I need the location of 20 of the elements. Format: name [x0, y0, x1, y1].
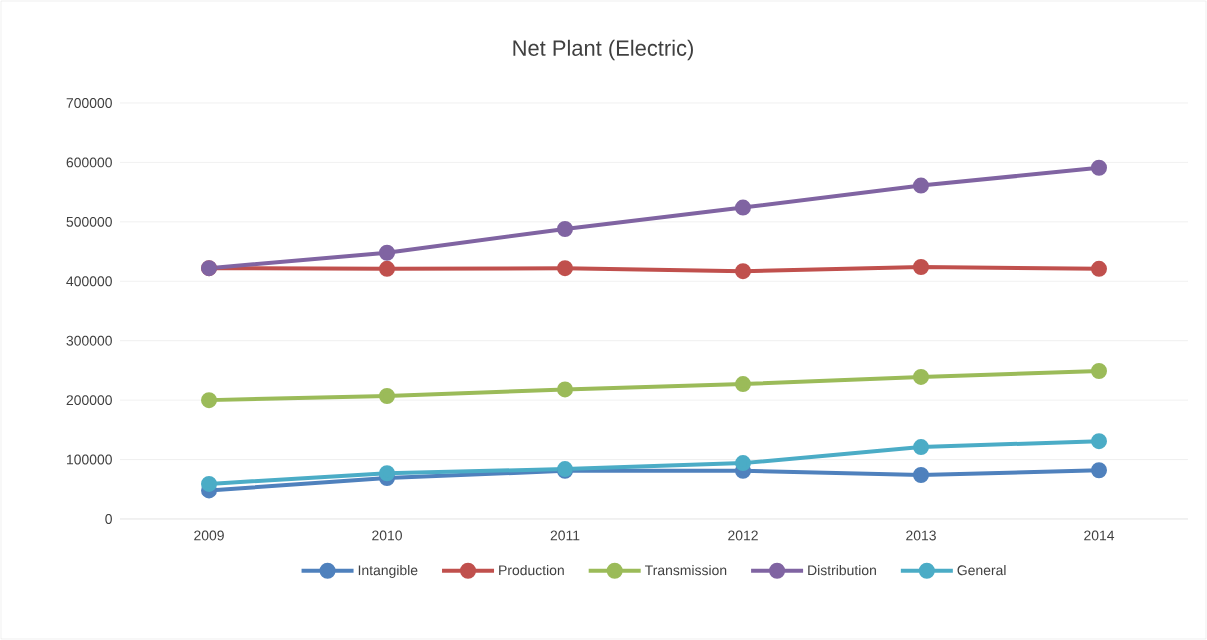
y-tick-label: 300000	[66, 335, 112, 346]
legend-label: Distribution	[808, 564, 876, 576]
y-tick-label: 100000	[67, 454, 112, 465]
y-tick-label: 400000	[66, 276, 112, 287]
legend-label: Transmission	[645, 564, 727, 576]
x-tick-label: 2011	[550, 530, 580, 541]
x-tick-label: 2013	[906, 530, 936, 541]
legend-label: Production	[499, 564, 564, 576]
x-tick-label: 2009	[194, 530, 224, 541]
y-tick-label: 700000	[66, 98, 112, 108]
x-tick-label: 2012	[728, 530, 758, 541]
x-tick-label: 2010	[372, 530, 402, 541]
legend-label: General	[957, 564, 1006, 576]
chart-title: Net Plant (Electric)	[513, 39, 693, 61]
legend-label: Intangible	[358, 564, 418, 578]
y-tick-label: 600000	[66, 157, 112, 168]
y-tick-label: 200000	[66, 395, 112, 406]
y-tick-label: 0	[105, 514, 112, 524]
y-tick-label: 500000	[66, 216, 112, 227]
x-tick-label: 2014	[1084, 530, 1115, 541]
